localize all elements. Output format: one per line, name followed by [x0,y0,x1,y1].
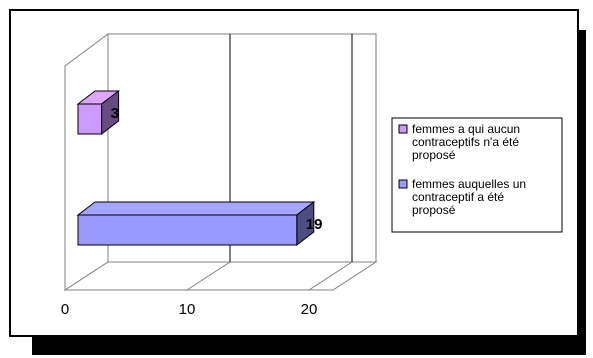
legend-label: contraceptifs n'a été [412,135,519,149]
bar-front-face [77,103,103,135]
legend-swatch [398,179,408,189]
bar [76,200,316,247]
legend-box [391,117,563,233]
legend-label: contraceptif a été [412,190,504,204]
bar [76,89,121,136]
data-label: 3 [111,105,119,122]
legend-label: femmes auquelles un [412,177,526,191]
legend-label: proposé [412,203,456,217]
data-label: 19 [306,216,323,233]
legend-label: femmes a qui aucun [412,122,520,136]
x-axis: 0 10 20 [61,301,318,318]
bar-top-face [76,201,316,216]
x-tick-label: 10 [179,301,196,318]
legend-label: proposé [412,148,456,162]
bars: 3 19 [76,89,323,247]
x-tick-label: 0 [61,301,69,318]
gridline-floor [308,261,353,291]
plot-side-wall [64,33,109,291]
legend-swatch [398,124,408,134]
gridline-floor [186,261,231,291]
x-tick-label: 20 [301,301,318,318]
bar-front-face [77,214,298,246]
plot-floor [63,261,378,291]
